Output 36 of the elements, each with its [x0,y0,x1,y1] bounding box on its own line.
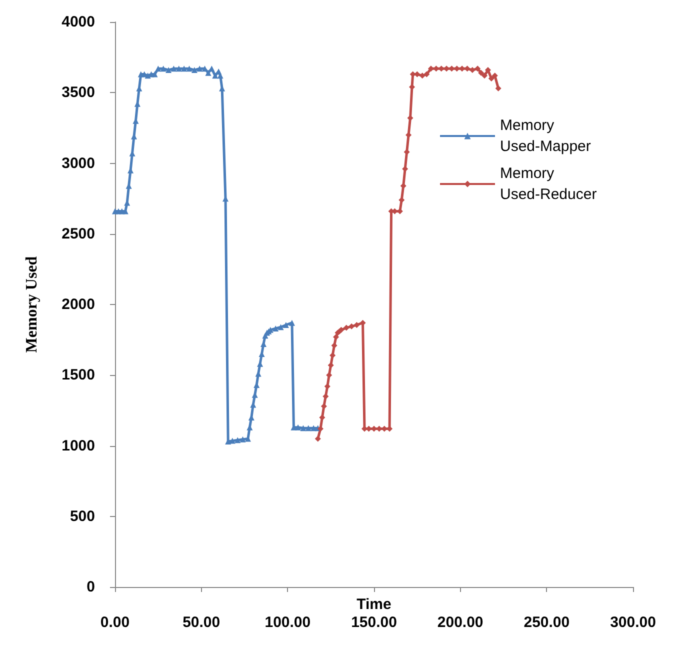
point [424,71,430,78]
y-tick-label: 500 [70,508,95,525]
x-tick-label: 300.00 [610,614,656,631]
x-tick-label: 50.00 [182,614,220,631]
point [314,436,321,442]
y-tick-label: 4000 [62,14,95,30]
point [478,70,484,76]
x-tick-label: 0.00 [100,614,130,631]
legend-label: Memory Used-Mapper [500,117,591,155]
point [484,67,491,74]
y-axis-title: Memory Used [24,256,40,353]
point [419,72,426,79]
x-tick-label: 100.00 [264,614,311,631]
x-tick-label: 250.00 [524,614,570,631]
y-tick-label: 3000 [62,154,95,172]
x-tick-label: 150.00 [351,614,397,631]
point [488,76,494,82]
y-tick-label: 1500 [62,366,95,384]
x-axis-title: Time [356,596,392,613]
legend-label: Memory Used-Reducer [500,165,597,203]
point [492,72,498,79]
point [348,323,355,330]
point [482,72,488,79]
y-tick-label: 2500 [62,225,95,242]
x-tick-label: 200.00 [437,614,484,631]
y-tick-label: 2000 [62,296,95,313]
y-tick-label: 3500 [62,84,95,102]
point [319,414,326,420]
point [474,66,481,72]
y-tick-label: 0 [86,578,95,596]
point [495,85,502,92]
point [333,334,340,340]
y-tick-label: 1000 [62,437,95,454]
point [343,324,350,331]
point [354,322,360,328]
point [317,426,324,432]
